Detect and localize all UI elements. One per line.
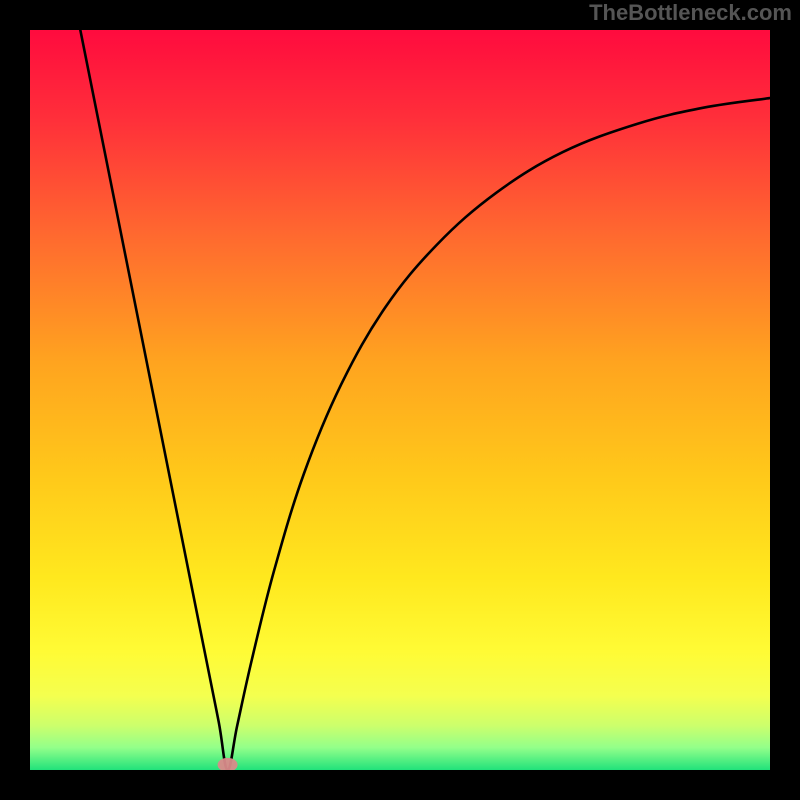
chart-svg bbox=[30, 30, 770, 770]
watermark-text: TheBottleneck.com bbox=[589, 0, 792, 26]
chart-container: TheBottleneck.com bbox=[0, 0, 800, 800]
gradient-background bbox=[30, 30, 770, 770]
plot-area bbox=[30, 30, 770, 770]
